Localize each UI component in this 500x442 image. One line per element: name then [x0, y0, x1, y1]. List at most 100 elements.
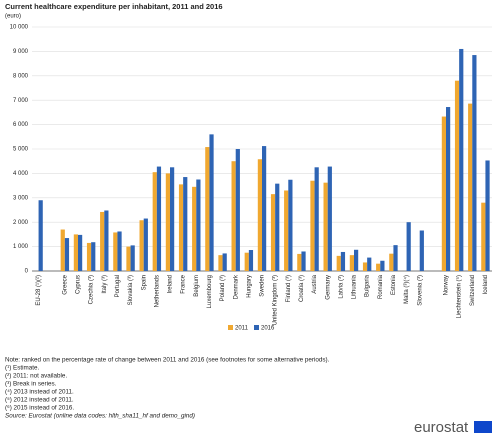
x-tick-label: Lithuania — [352, 274, 358, 299]
bar — [301, 251, 306, 271]
bar — [196, 179, 201, 271]
legend-label: 2016 — [261, 326, 275, 332]
bar — [91, 242, 96, 271]
note: Note: ranked on the percentage rate of c… — [5, 357, 330, 364]
note: (⁶) 2015 instead of 2016. — [5, 405, 74, 412]
x-tick-label: Greece — [62, 274, 68, 294]
y-tick-label: 7 000 — [13, 98, 29, 104]
x-tick-label: Liechtenstein (⁵) — [456, 275, 463, 319]
y-tick-label: 8 000 — [13, 73, 29, 79]
y-tick-label: 1 000 — [13, 244, 29, 250]
logo-flag — [474, 421, 492, 433]
x-tick-label: Finland (³) — [286, 275, 292, 302]
logo: eurostat — [414, 419, 469, 436]
bar — [104, 210, 109, 271]
bar — [113, 232, 118, 271]
bar — [446, 107, 451, 271]
x-tick-label: Portugal — [115, 275, 121, 297]
x-tick-label: Latvia (³) — [338, 275, 344, 299]
x-tick-label: Luxembourg — [207, 275, 213, 308]
bar — [327, 166, 332, 271]
bar — [389, 253, 394, 271]
source: Source: Eurostat (online data codes: hlt… — [5, 413, 195, 420]
x-tick-label: Bulgaria — [365, 274, 371, 297]
note: (⁵) 2012 instead of 2011. — [5, 397, 74, 404]
legend-swatch — [228, 325, 233, 330]
y-tick-label: 2 000 — [13, 220, 29, 226]
x-tick-label: Netherlands — [154, 275, 160, 307]
bar — [393, 245, 398, 271]
bar — [314, 167, 319, 271]
bar — [284, 190, 289, 271]
bar — [205, 147, 210, 271]
bar — [73, 234, 78, 271]
x-tick-label: Romania — [378, 274, 384, 299]
bar — [235, 149, 240, 271]
bar — [310, 180, 315, 271]
x-tick-label: Germany — [325, 275, 331, 300]
bar — [485, 160, 490, 271]
x-tick-label: Denmark — [233, 274, 239, 299]
x-tick-label: Cyprus — [76, 275, 82, 294]
bar — [152, 172, 157, 271]
bar — [60, 229, 65, 271]
y-tick-label: 10 000 — [10, 25, 29, 31]
bar — [362, 262, 368, 271]
bar — [270, 194, 276, 271]
note: (¹) Estimate. — [5, 365, 40, 372]
bar — [419, 230, 424, 271]
bar — [380, 260, 385, 271]
bar — [376, 263, 381, 271]
bar — [441, 116, 446, 271]
bar — [143, 218, 148, 271]
x-tick-label: EU-28 (¹)(²) — [36, 275, 42, 306]
x-tick-label: Estonia — [391, 274, 397, 295]
x-tick-label: Slovenia (³) — [417, 275, 423, 306]
x-tick-label: Ireland — [168, 275, 174, 293]
x-tick-label: Switzerland — [470, 275, 476, 306]
x-tick-label: Czechia (³) — [89, 275, 95, 304]
note: (²) 2011: not available. — [5, 373, 67, 380]
x-tick-label: United Kingdom (³) — [273, 275, 279, 325]
bar — [222, 253, 227, 271]
y-tick-label: 3 000 — [13, 195, 29, 201]
bar — [139, 220, 144, 271]
bar — [100, 211, 105, 271]
note: (³) Break in series. — [5, 381, 57, 388]
y-tick-label: 9 000 — [13, 49, 29, 55]
y-tick-label: 0 — [25, 269, 29, 275]
bar — [275, 183, 280, 271]
y-axis-label: (euro) — [5, 14, 21, 20]
bar — [178, 184, 184, 271]
x-tick-label: Slovakia (³) — [128, 275, 134, 305]
x-tick-label: Spain — [141, 275, 147, 290]
x-tick-label: Poland (³) — [220, 275, 226, 301]
x-tick-label: France — [181, 274, 187, 293]
bar — [349, 255, 354, 271]
note: (⁴) 2013 instead of 2011. — [5, 389, 74, 396]
bar — [262, 146, 267, 271]
chart-title: Current healthcare expenditure per inhab… — [5, 2, 223, 11]
x-tick-label: Austria — [312, 274, 318, 293]
bar — [336, 255, 341, 271]
y-tick-label: 6 000 — [13, 122, 29, 128]
x-tick-label: Hungary — [246, 275, 252, 298]
bar — [472, 55, 477, 272]
bar — [297, 253, 302, 271]
bar — [86, 242, 92, 271]
bar — [117, 231, 122, 271]
x-tick-label: Sweden — [260, 275, 266, 297]
bar — [64, 238, 70, 271]
bar — [468, 103, 473, 271]
bar — [248, 250, 254, 271]
bar — [323, 182, 328, 271]
bar — [183, 177, 188, 271]
x-tick-label: Norway — [444, 275, 450, 295]
bar — [406, 222, 411, 271]
bar — [459, 48, 464, 272]
bar — [38, 200, 43, 271]
x-tick-label: Italy (³) — [102, 275, 108, 294]
x-tick-label: Iceland — [483, 275, 489, 294]
y-tick-label: 4 000 — [13, 171, 29, 177]
bar — [257, 159, 262, 271]
